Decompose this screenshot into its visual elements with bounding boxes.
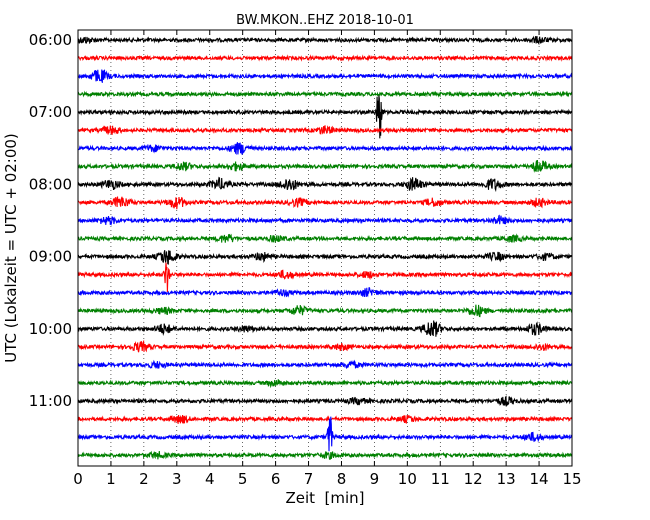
x-tick-label: 5 bbox=[238, 470, 248, 488]
trace-0630 bbox=[77, 69, 573, 83]
x-tick-label: 13 bbox=[497, 470, 516, 488]
trace-0745 bbox=[77, 159, 573, 173]
y-tick-label: 11:00 bbox=[29, 392, 72, 410]
x-tick-label: 1 bbox=[106, 470, 116, 488]
trace-0845 bbox=[77, 233, 573, 243]
grid bbox=[110, 30, 540, 466]
trace-0615 bbox=[77, 54, 573, 62]
x-tick-label: 6 bbox=[271, 470, 281, 488]
x-tick-label: 2 bbox=[139, 470, 149, 488]
trace-0930 bbox=[77, 287, 573, 298]
trace-0600 bbox=[77, 35, 573, 46]
trace-0800 bbox=[77, 176, 573, 193]
x-tick-label: 3 bbox=[172, 470, 182, 488]
trace-0700 bbox=[77, 95, 573, 139]
y-axis-ticks: 06:00 07:00 08:00 09:00 10:00 11:00 bbox=[29, 31, 572, 410]
x-tick-label: 9 bbox=[370, 470, 380, 488]
x-tick-label: 12 bbox=[464, 470, 483, 488]
trace-0645 bbox=[77, 90, 573, 98]
y-tick-label: 07:00 bbox=[29, 103, 72, 121]
traces bbox=[77, 35, 573, 460]
trace-1030 bbox=[77, 359, 573, 370]
trace-1045 bbox=[77, 379, 573, 389]
x-tick-label: 8 bbox=[337, 470, 347, 488]
chart-title: BW.MKON..EHZ 2018-10-01 bbox=[236, 13, 414, 28]
x-tick-label: 10 bbox=[398, 470, 417, 488]
trace-0945 bbox=[77, 304, 573, 318]
trace-0715 bbox=[77, 125, 573, 135]
trace-0815 bbox=[77, 196, 573, 210]
trace-1145 bbox=[77, 450, 573, 460]
trace-1000 bbox=[77, 320, 573, 337]
trace-1015 bbox=[77, 339, 573, 353]
trace-0915 bbox=[77, 262, 573, 293]
x-tick-label: 14 bbox=[530, 470, 549, 488]
plot-frame bbox=[77, 29, 573, 467]
trace-1130 bbox=[77, 416, 573, 452]
x-tick-label: 11 bbox=[431, 470, 450, 488]
trace-1100 bbox=[77, 395, 573, 407]
x-tick-label: 15 bbox=[562, 470, 581, 488]
y-tick-label: 10:00 bbox=[29, 320, 72, 338]
y-axis-label: UTC (Lokalzeit = UTC + 02:00) bbox=[2, 133, 20, 363]
y-tick-label: 06:00 bbox=[29, 31, 72, 49]
trace-0830 bbox=[77, 214, 573, 226]
trace-0900 bbox=[77, 250, 573, 265]
x-axis-ticks: 0 1 2 3 4 5 6 7 8 9 10 11 12 13 14 15 bbox=[73, 30, 582, 488]
y-tick-label: 09:00 bbox=[29, 248, 72, 266]
x-tick-label: 0 bbox=[73, 470, 83, 488]
x-tick-label: 7 bbox=[304, 470, 314, 488]
trace-1115 bbox=[77, 414, 573, 424]
y-tick-label: 08:00 bbox=[29, 175, 72, 193]
x-tick-label: 4 bbox=[205, 470, 215, 488]
x-axis-label: Zeit [min] bbox=[285, 489, 364, 507]
trace-0730 bbox=[77, 142, 573, 156]
